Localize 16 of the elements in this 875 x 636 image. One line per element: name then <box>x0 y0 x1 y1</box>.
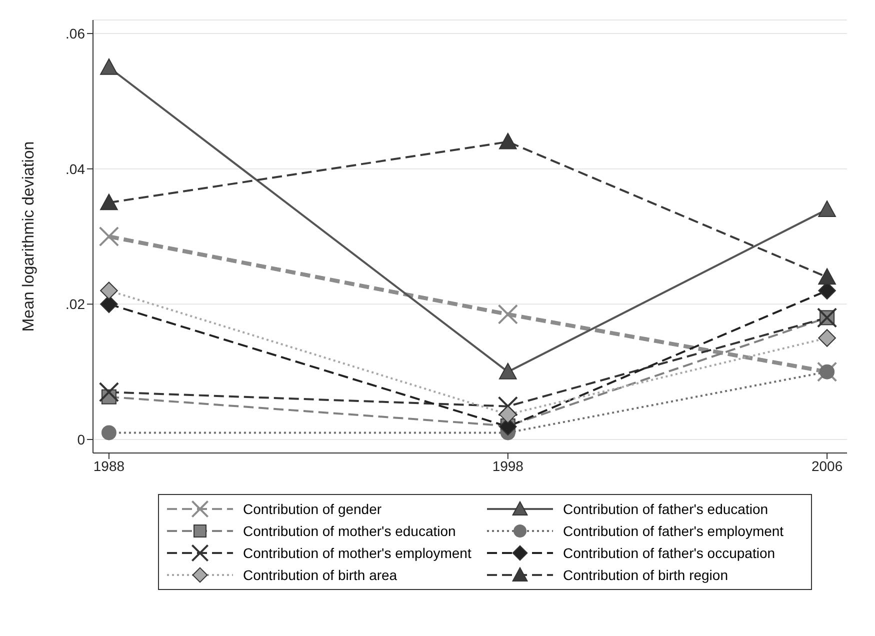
legend-label: Contribution of father's employment <box>563 523 784 539</box>
legend-label: Contribution of mother's education <box>243 523 456 539</box>
x-tick-label: 1998 <box>492 458 524 474</box>
y-tick-label: .04 <box>66 160 86 177</box>
y-tick-label: .02 <box>66 296 86 312</box>
x-tick-label: 2006 <box>811 458 843 474</box>
y-tick-label: 0 <box>77 431 86 448</box>
y-tick-label: .06 <box>66 26 86 42</box>
x-tick-label: 1988 <box>93 458 125 474</box>
legend-label: Contribution of mother's employment <box>243 545 472 561</box>
y-axis-title: Mean logarithmic deviation <box>20 141 38 332</box>
legend-label: Contribution of birth region <box>563 567 728 583</box>
legend-label: Contribution of birth area <box>243 567 398 583</box>
legend-label: Contribution of gender <box>243 501 382 517</box>
legend-label: Contribution of father's occupation <box>563 545 776 561</box>
legend-label: Contribution of father's education <box>563 501 768 517</box>
